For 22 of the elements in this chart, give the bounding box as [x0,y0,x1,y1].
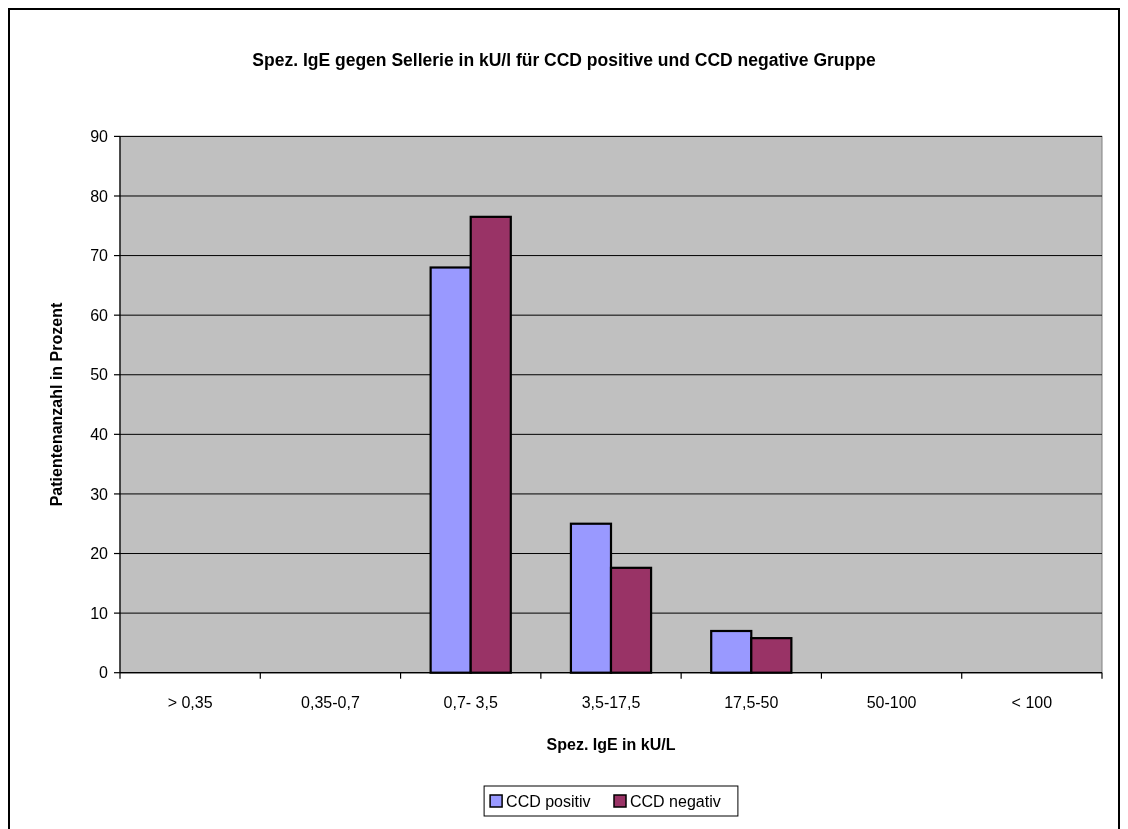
y-axis-title: Patientenanzahl in Prozent [48,302,65,507]
x-tick-label: 0,7- 3,5 [443,694,498,711]
x-tick-label: > 0,35 [167,694,213,711]
y-tick-label: 60 [90,306,109,324]
x-tick-label: 0,35-0,7 [301,694,360,711]
y-tick-label: 50 [90,366,109,384]
y-tick-label: 30 [90,485,109,503]
x-tick-label: < 100 [1011,694,1053,711]
x-tick-label: 17,5-50 [724,694,779,711]
legend-label: CCD negativ [630,792,721,810]
x-tick-label: 50-100 [866,694,917,711]
y-tick-label: 40 [90,425,109,443]
y-tick-label: 70 [90,247,109,265]
y-tick-label: 90 [90,128,109,145]
chart-title: Spez. IgE gegen Sellerie in kU/l für CCD positive und CCD negative Gruppe [252,50,876,70]
x-axis-title: Spez. IgE in kU/L [546,736,676,753]
y-tick-label: 0 [99,664,109,682]
legend-label: CCD positiv [506,792,591,810]
y-tick-label: 80 [90,187,109,205]
y-tick-label: 10 [90,604,109,622]
y-tick-label: 20 [90,545,109,563]
x-tick-label: 3,5-17,5 [581,694,641,711]
